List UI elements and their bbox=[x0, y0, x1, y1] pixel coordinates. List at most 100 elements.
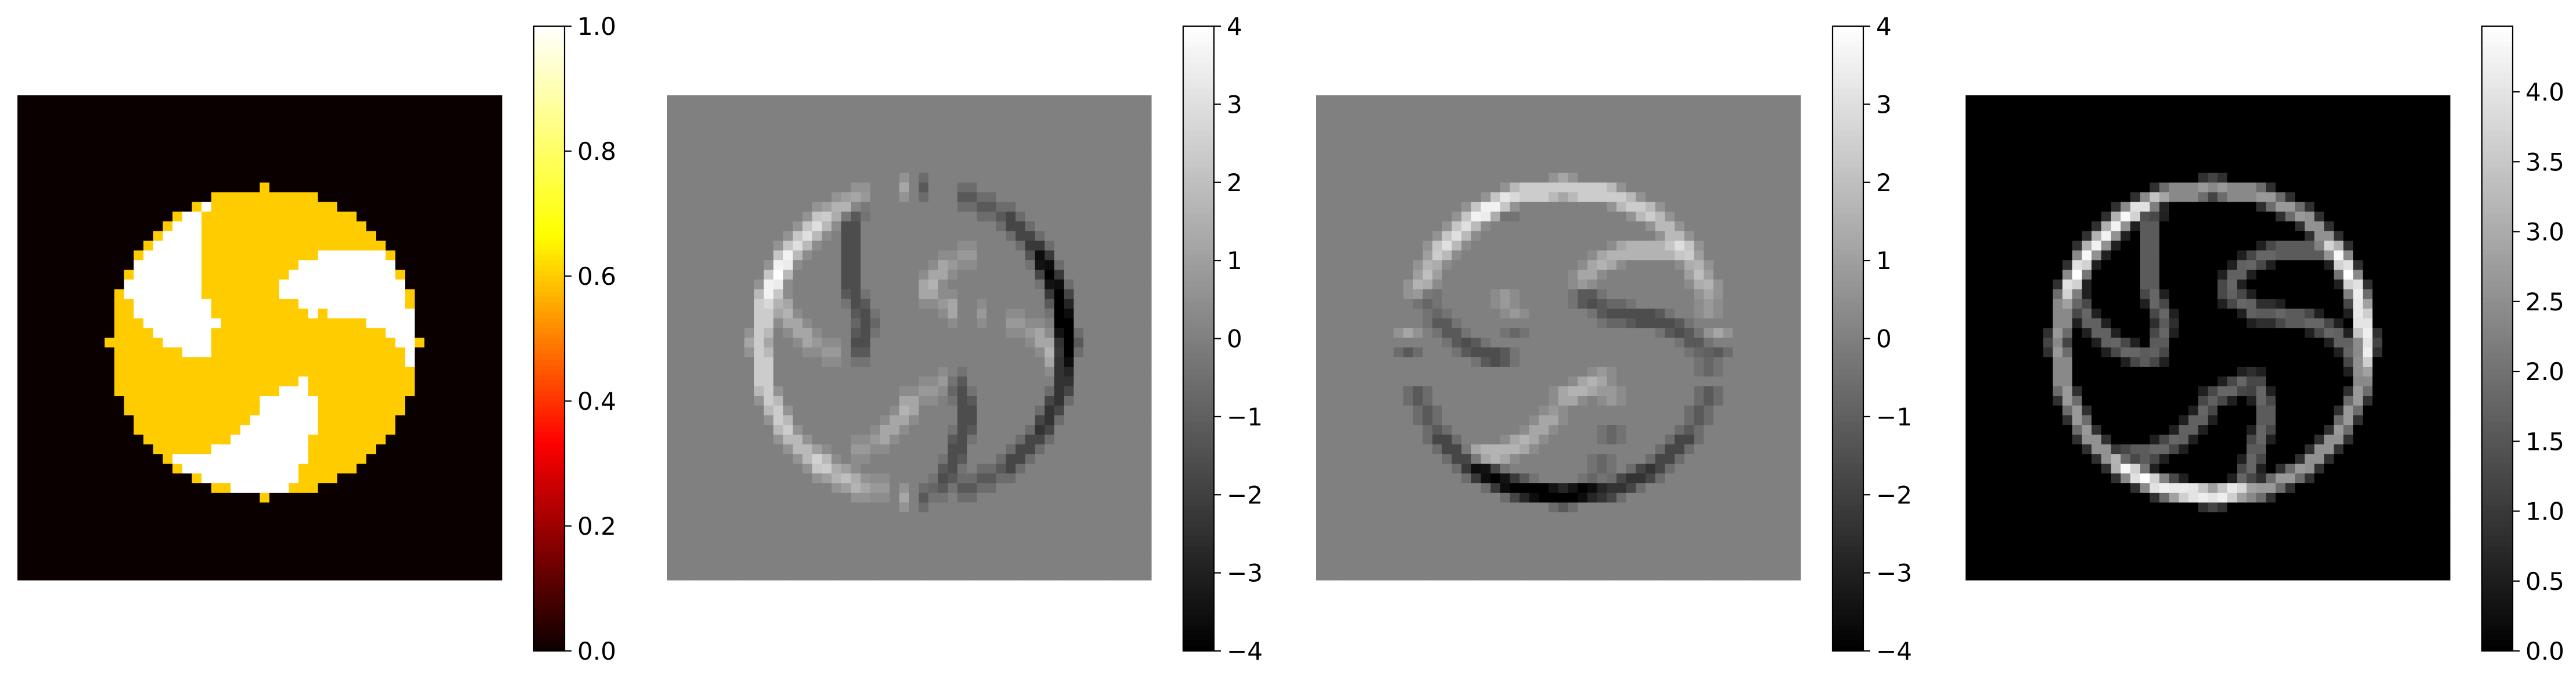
heatmap-cell bbox=[889, 521, 900, 532]
heatmap-cell bbox=[66, 114, 76, 125]
colorbar-segment bbox=[534, 510, 565, 516]
heatmap-cell bbox=[172, 367, 183, 377]
heatmap-cell bbox=[85, 241, 96, 251]
heatmap-cell bbox=[366, 124, 376, 135]
heatmap-cell bbox=[909, 473, 919, 484]
heatmap-cell bbox=[17, 279, 28, 290]
heatmap-cell bbox=[211, 270, 221, 280]
colorbar-segment bbox=[534, 349, 565, 355]
heatmap-cell bbox=[114, 299, 125, 309]
heatmap-cell bbox=[472, 386, 483, 396]
heatmap-cell bbox=[434, 192, 444, 203]
heatmap-cell bbox=[1054, 502, 1065, 513]
heatmap-cell bbox=[870, 541, 881, 552]
heatmap-cell bbox=[996, 425, 1007, 435]
colorbar-segment bbox=[534, 146, 565, 152]
heatmap-cell bbox=[327, 328, 338, 338]
heatmap-cell bbox=[715, 279, 725, 290]
heatmap-cell bbox=[443, 463, 454, 474]
heatmap-cell bbox=[289, 531, 299, 542]
heatmap-cell bbox=[957, 182, 968, 193]
heatmap-cell bbox=[734, 318, 745, 328]
heatmap-cell bbox=[85, 192, 96, 203]
heatmap-cell bbox=[37, 386, 47, 396]
heatmap-cell bbox=[899, 114, 910, 125]
colorbar-segment bbox=[534, 479, 565, 485]
heatmap-cell bbox=[201, 502, 212, 513]
heatmap-cell bbox=[889, 473, 900, 484]
heatmap-cell bbox=[37, 454, 47, 464]
heatmap-cell bbox=[1141, 250, 1152, 261]
heatmap-cell bbox=[725, 144, 735, 154]
heatmap-cell bbox=[783, 231, 793, 241]
heatmap-cell bbox=[831, 221, 842, 232]
heatmap-cell bbox=[172, 250, 183, 261]
colorbar: 0.00.20.40.60.81.0 bbox=[533, 12, 616, 665]
heatmap-cell bbox=[783, 163, 793, 174]
heatmap-cell bbox=[1102, 444, 1113, 454]
heatmap-cell bbox=[221, 250, 231, 261]
heatmap-cell bbox=[1102, 376, 1113, 386]
heatmap-cell bbox=[434, 541, 444, 552]
heatmap-cell bbox=[347, 463, 357, 474]
colorbar-segment bbox=[534, 286, 565, 292]
heatmap-cell bbox=[1083, 202, 1094, 212]
heatmap-cell bbox=[385, 299, 396, 309]
heatmap-cell bbox=[667, 114, 677, 125]
colorbar-segment bbox=[534, 307, 565, 313]
heatmap-cell bbox=[230, 202, 241, 212]
heatmap-cell bbox=[27, 163, 37, 174]
heatmap-cell bbox=[1093, 318, 1104, 328]
heatmap-cell bbox=[860, 492, 871, 503]
heatmap-cell bbox=[696, 173, 706, 183]
heatmap-cell bbox=[250, 367, 260, 377]
heatmap-cell bbox=[124, 270, 134, 280]
heatmap-cell bbox=[337, 541, 347, 552]
heatmap-cell bbox=[85, 473, 96, 484]
heatmap-cell bbox=[318, 347, 328, 357]
heatmap-cell bbox=[143, 512, 154, 522]
heatmap-cell bbox=[909, 173, 919, 183]
heatmap-cell bbox=[812, 444, 822, 454]
heatmap-cell bbox=[114, 95, 125, 106]
heatmap-cell bbox=[298, 192, 308, 203]
heatmap-cell bbox=[385, 192, 396, 203]
heatmap-cell bbox=[831, 367, 842, 377]
heatmap-cell bbox=[667, 444, 677, 454]
heatmap-cell bbox=[1083, 521, 1094, 532]
heatmap-cell bbox=[424, 473, 434, 484]
heatmap-cell bbox=[76, 182, 86, 193]
heatmap-cell bbox=[66, 473, 76, 484]
heatmap-cell bbox=[153, 357, 163, 367]
heatmap-cell bbox=[1064, 512, 1075, 522]
heatmap-cell bbox=[492, 134, 502, 144]
heatmap-cell bbox=[201, 270, 212, 280]
heatmap-cell bbox=[56, 250, 66, 261]
heatmap-cell bbox=[153, 250, 163, 261]
heatmap-cell bbox=[957, 425, 968, 435]
heatmap-cell bbox=[802, 444, 813, 454]
heatmap-cell bbox=[1015, 502, 1026, 513]
heatmap-cell bbox=[754, 241, 764, 251]
heatmap-cell bbox=[715, 182, 725, 193]
heatmap-cell bbox=[211, 492, 221, 503]
heatmap-cell bbox=[1122, 279, 1133, 290]
colorbar-segment bbox=[534, 213, 565, 220]
heatmap-cell bbox=[289, 415, 299, 425]
heatmap-cell bbox=[424, 560, 434, 571]
heatmap-cell bbox=[366, 483, 376, 493]
heatmap-cell bbox=[95, 367, 105, 377]
colorbar-segment bbox=[534, 166, 565, 173]
heatmap-cell bbox=[66, 434, 76, 445]
heatmap-cell bbox=[1131, 163, 1142, 174]
heatmap-cell bbox=[763, 241, 774, 251]
heatmap-cell bbox=[1141, 299, 1152, 309]
heatmap-cell bbox=[909, 512, 919, 522]
heatmap-cell bbox=[676, 492, 687, 503]
heatmap-cell bbox=[1102, 270, 1113, 280]
heatmap-cell bbox=[696, 289, 706, 299]
heatmap-cell bbox=[889, 212, 900, 222]
heatmap-cell bbox=[366, 434, 376, 445]
heatmap-cell bbox=[95, 134, 105, 144]
heatmap-cell bbox=[105, 434, 115, 445]
